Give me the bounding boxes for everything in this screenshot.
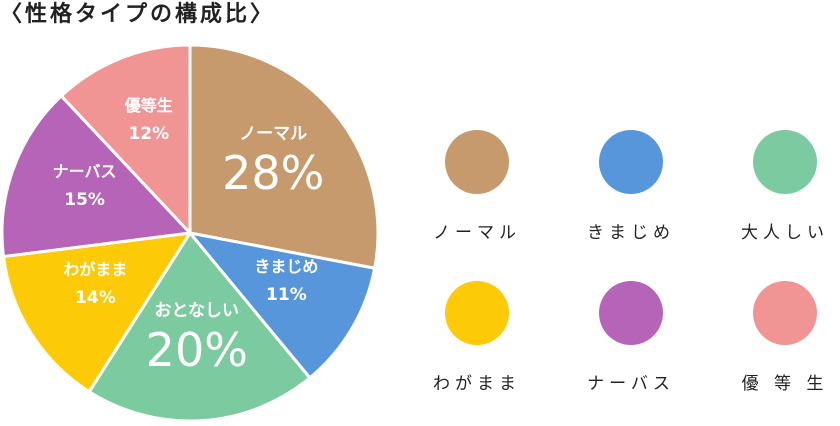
legend-label: ノーマル: [433, 223, 521, 243]
legend-item-1: きまじめ: [554, 130, 704, 260]
slice-label-0: ノーマル: [239, 124, 307, 144]
pie-slice-0: [188, 44, 380, 270]
slice-value-4: 15%: [64, 190, 105, 210]
slice-label-4: ナーバス: [53, 162, 117, 181]
legend-swatch: [753, 281, 817, 345]
legend-label: 優 等 生: [741, 374, 829, 394]
legend-item-0: ノーマル: [400, 130, 550, 260]
pie-slice-5: [59, 44, 192, 235]
legend-label: わがまま: [433, 374, 521, 394]
legend-swatch: [753, 130, 817, 194]
chart-title: 〈性格タイプの構成比〉: [0, 2, 276, 27]
legend-item-3: わがまま: [400, 281, 550, 411]
slice-label-2: おとなしい: [155, 301, 240, 321]
slice-value-0: 28%: [222, 146, 324, 200]
slice-value-1: 11%: [266, 285, 307, 305]
pie-slice-3: [1, 231, 192, 394]
legend-item-2: 大人しい: [708, 130, 840, 260]
legend-label: きまじめ: [587, 223, 675, 243]
legend-swatch: [599, 281, 663, 345]
slice-label-3: わがまま: [63, 260, 127, 279]
slice-label-1: きまじめ: [254, 257, 318, 276]
slice-value-2: 20%: [146, 323, 248, 377]
slice-label-5: 優等生: [124, 96, 173, 115]
legend-swatch: [599, 130, 663, 194]
slice-value-3: 14%: [75, 288, 116, 308]
legend-swatch: [445, 281, 509, 345]
legend: ノーマル きまじめ 大人しいわがまま ナーバス 優 等 生: [400, 130, 840, 410]
legend-swatch: [445, 130, 509, 194]
legend-label: 大人しい: [741, 223, 829, 243]
legend-label: ナーバス: [587, 374, 675, 394]
pie-slice-1: [188, 231, 377, 380]
slice-value-5: 12%: [128, 124, 169, 144]
pie-slice-4: [0, 94, 192, 259]
legend-item-4: ナーバス: [554, 281, 704, 411]
pie-slice-2: [87, 231, 312, 423]
legend-item-5: 優 等 生: [708, 281, 840, 411]
